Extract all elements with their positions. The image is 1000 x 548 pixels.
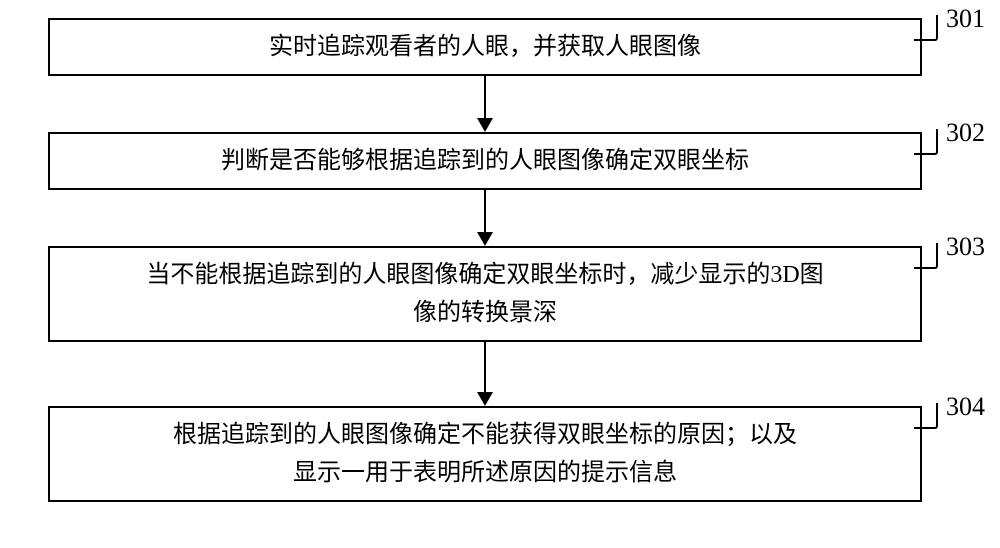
label-connector-n1 (914, 15, 938, 41)
flow-step-text: 当不能根据追踪到的人眼图像确定双眼坐标时，减少显示的3D图 像的转换景深 (126, 256, 843, 333)
flow-step-n4: 根据追踪到的人眼图像确定不能获得双眼坐标的原因；以及 显示一用于表明所述原因的提… (48, 406, 922, 502)
label-connector-n2 (914, 129, 938, 155)
flow-step-label-n1: 301 (946, 4, 985, 34)
flow-step-label-n2: 302 (946, 118, 985, 148)
flow-step-text: 判断是否能够根据追踪到的人眼图像确定双眼坐标 (201, 142, 769, 180)
flow-step-label-n3: 303 (946, 232, 985, 262)
flow-step-n3: 当不能根据追踪到的人眼图像确定双眼坐标时，减少显示的3D图 像的转换景深 (48, 246, 922, 342)
flow-step-n1: 实时追踪观看者的人眼，并获取人眼图像 (48, 18, 922, 76)
flow-step-text: 根据追踪到的人眼图像确定不能获得双眼坐标的原因；以及 显示一用于表明所述原因的提… (153, 416, 817, 493)
flow-step-text: 实时追踪观看者的人眼，并获取人眼图像 (249, 28, 721, 66)
label-connector-n4 (914, 403, 938, 429)
flow-step-n2: 判断是否能够根据追踪到的人眼图像确定双眼坐标 (48, 132, 922, 190)
label-connector-n3 (914, 243, 938, 269)
flow-step-label-n4: 304 (946, 392, 985, 422)
